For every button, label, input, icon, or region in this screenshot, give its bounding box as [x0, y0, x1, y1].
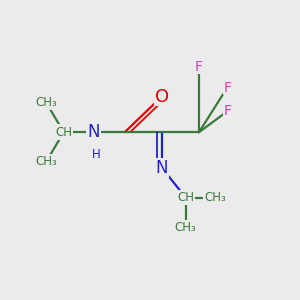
- Text: F: F: [195, 60, 203, 74]
- Text: H: H: [92, 148, 100, 161]
- Text: F: F: [223, 104, 231, 118]
- Text: CH: CH: [55, 126, 72, 139]
- Text: O: O: [155, 88, 169, 106]
- Text: CH: CH: [177, 191, 194, 204]
- Text: N: N: [156, 159, 168, 177]
- Text: CH₃: CH₃: [175, 221, 196, 234]
- Text: F: F: [223, 81, 231, 94]
- Text: N: N: [87, 123, 100, 141]
- Text: CH₃: CH₃: [35, 155, 57, 168]
- Text: CH₃: CH₃: [205, 191, 226, 204]
- Text: CH₃: CH₃: [35, 96, 57, 109]
